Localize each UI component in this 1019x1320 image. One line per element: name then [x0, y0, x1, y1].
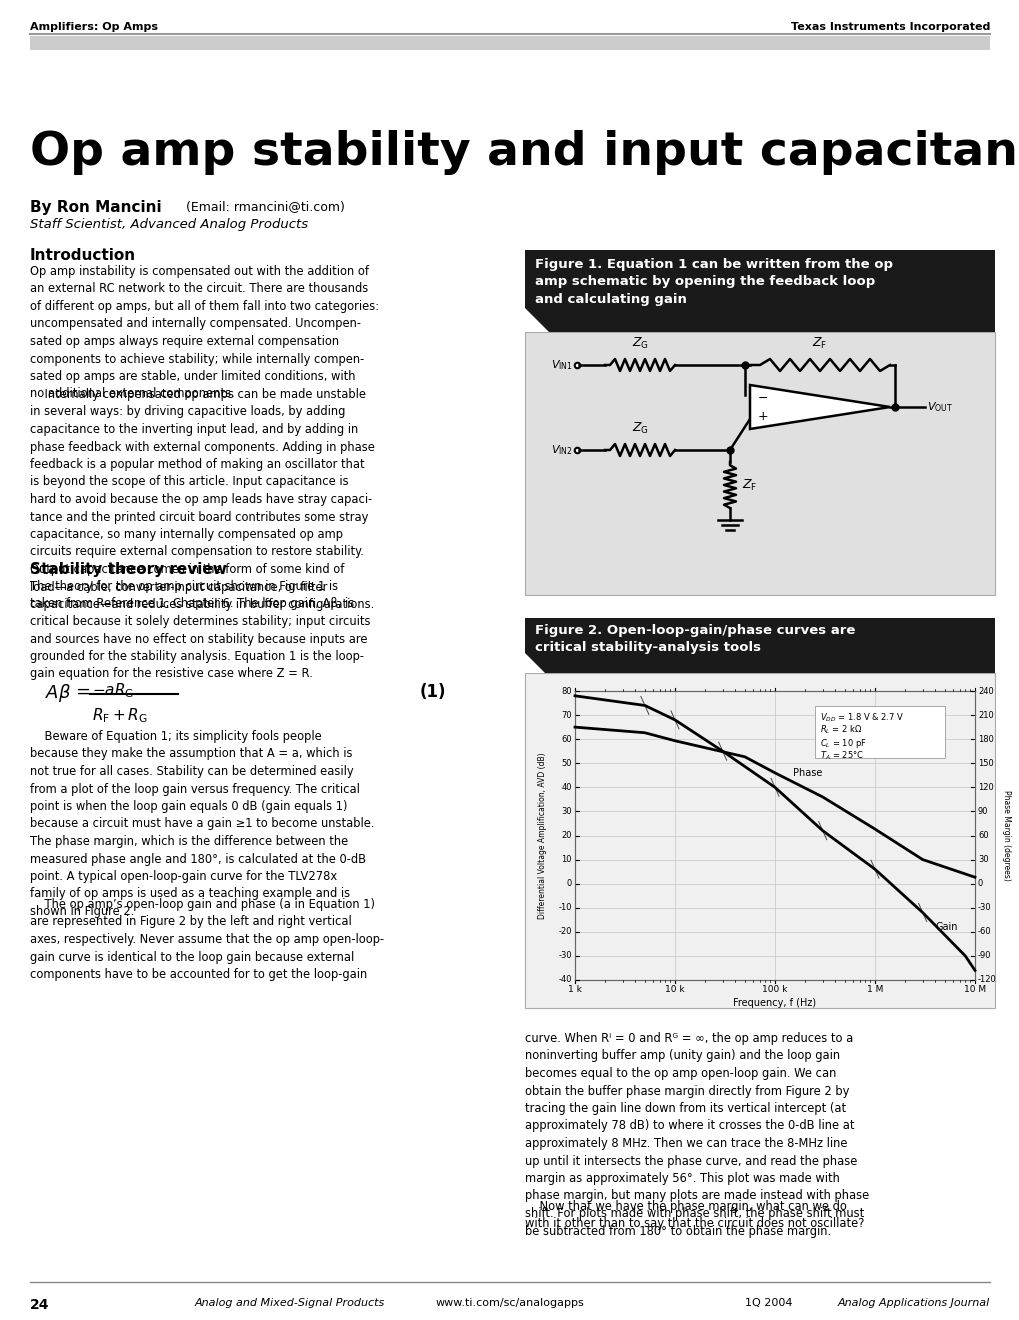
Text: -30: -30 — [977, 903, 990, 912]
Text: Analog and Mixed-Signal Products: Analog and Mixed-Signal Products — [195, 1298, 385, 1308]
Text: -30: -30 — [557, 952, 572, 961]
Text: 240: 240 — [977, 686, 993, 696]
Text: -60: -60 — [977, 928, 990, 936]
Text: The theory for the op amp circuit shown in Figure 1 is
taken from Reference 1, C: The theory for the op amp circuit shown … — [30, 579, 370, 681]
Text: Texas Instruments Incorporated: Texas Instruments Incorporated — [790, 22, 989, 32]
Text: 10 k: 10 k — [664, 985, 684, 994]
Text: 1 k: 1 k — [568, 985, 582, 994]
Text: $C_L$ = 10 pF: $C_L$ = 10 pF — [819, 737, 865, 750]
Text: $T_A$ = 25°C: $T_A$ = 25°C — [819, 750, 863, 763]
Text: (1): (1) — [420, 682, 446, 701]
Text: 30: 30 — [560, 807, 572, 816]
Text: 180: 180 — [977, 735, 993, 743]
Text: -90: -90 — [977, 952, 990, 961]
Text: 10 M: 10 M — [963, 985, 985, 994]
Text: 120: 120 — [977, 783, 993, 792]
Text: Figure 1. Equation 1 can be written from the op
amp schematic by opening the fee: Figure 1. Equation 1 can be written from… — [535, 257, 892, 306]
Text: www.ti.com/sc/analogapps: www.ti.com/sc/analogapps — [435, 1298, 584, 1308]
Bar — [525, 618, 994, 673]
Text: Phase Margin (degrees): Phase Margin (degrees) — [1002, 791, 1011, 880]
Bar — [525, 673, 994, 1008]
Text: $R_L$ = 2 k$\Omega$: $R_L$ = 2 k$\Omega$ — [819, 723, 861, 737]
Text: 70: 70 — [560, 710, 572, 719]
Text: Introduction: Introduction — [30, 248, 136, 263]
Text: Frequency, f (Hz): Frequency, f (Hz) — [733, 998, 816, 1008]
Text: $-$: $-$ — [756, 391, 767, 404]
Bar — [30, 36, 989, 50]
Text: $Z_{\rm G}$: $Z_{\rm G}$ — [631, 335, 648, 351]
Text: 90: 90 — [977, 807, 987, 816]
Text: 60: 60 — [560, 735, 572, 743]
Text: (Email: rmancini@ti.com): (Email: rmancini@ti.com) — [181, 201, 344, 213]
Bar — [525, 249, 994, 333]
Text: $V_{DD}$ = 1.8 V & 2.7 V: $V_{DD}$ = 1.8 V & 2.7 V — [819, 711, 903, 723]
Text: Figure 2. Open-loop-gain/phase curves are
critical stability-analysis tools: Figure 2. Open-loop-gain/phase curves ar… — [535, 624, 855, 655]
Text: 1Q 2004: 1Q 2004 — [744, 1298, 792, 1308]
Text: 24: 24 — [30, 1298, 50, 1312]
Text: 100 k: 100 k — [761, 985, 787, 994]
Text: $-aR_{\rm G}$: $-aR_{\rm G}$ — [92, 681, 133, 700]
Text: 40: 40 — [560, 783, 572, 792]
Text: 30: 30 — [977, 855, 987, 865]
Text: The op amp’s open-loop gain and phase (a in Equation 1)
are represented in Figur: The op amp’s open-loop gain and phase (a… — [30, 898, 384, 981]
Bar — [525, 333, 994, 595]
Text: 20: 20 — [560, 832, 572, 840]
Text: -20: -20 — [558, 928, 572, 936]
Text: Gain: Gain — [934, 921, 957, 932]
Text: Stability theory review: Stability theory review — [30, 562, 226, 577]
Text: curve. When Rⁱ = 0 and Rᴳ = ∞, the op amp reduces to a
noninverting buffer amp (: curve. When Rⁱ = 0 and Rᴳ = ∞, the op am… — [525, 1032, 868, 1238]
Polygon shape — [525, 653, 544, 673]
Text: $A\beta$: $A\beta$ — [45, 682, 71, 704]
Text: $R_{\rm F} + R_{\rm G}$: $R_{\rm F} + R_{\rm G}$ — [92, 706, 148, 725]
Text: Now that we have the phase margin, what can we do
with it other than to say that: Now that we have the phase margin, what … — [525, 1200, 863, 1230]
Text: 50: 50 — [560, 759, 572, 768]
Bar — [814, 706, 944, 758]
Text: 210: 210 — [977, 710, 993, 719]
Polygon shape — [525, 308, 548, 333]
Text: 60: 60 — [977, 832, 987, 840]
Text: Staff Scientist, Advanced Analog Products: Staff Scientist, Advanced Analog Product… — [30, 218, 308, 231]
Text: Beware of Equation 1; its simplicity fools people
because they make the assumpti: Beware of Equation 1; its simplicity foo… — [30, 730, 374, 917]
Text: $V_{\rm IN1}$: $V_{\rm IN1}$ — [550, 358, 573, 372]
Text: -40: -40 — [558, 975, 572, 985]
Polygon shape — [749, 385, 890, 429]
Text: Phase: Phase — [792, 768, 821, 777]
Text: By Ron Mancini: By Ron Mancini — [30, 201, 161, 215]
Text: 10: 10 — [560, 855, 572, 865]
Text: Op amp stability and input capacitance: Op amp stability and input capacitance — [30, 129, 1019, 176]
Text: 1 M: 1 M — [866, 985, 882, 994]
Text: $Z_{\rm F}$: $Z_{\rm F}$ — [811, 335, 826, 351]
Text: 150: 150 — [977, 759, 993, 768]
Text: $Z_{\rm F}$: $Z_{\rm F}$ — [741, 478, 756, 492]
Text: -120: -120 — [977, 975, 996, 985]
Text: Op amp instability is compensated out with the addition of
an external RC networ: Op amp instability is compensated out wi… — [30, 265, 379, 400]
Text: $V_{\rm OUT}$: $V_{\rm OUT}$ — [926, 400, 952, 414]
Text: Internally compensated op amps can be made unstable
in several ways: by driving : Internally compensated op amps can be ma… — [30, 388, 375, 611]
Text: -10: -10 — [558, 903, 572, 912]
Text: $=$: $=$ — [72, 682, 91, 700]
Text: 0: 0 — [977, 879, 982, 888]
Text: 80: 80 — [560, 686, 572, 696]
Text: Amplifiers: Op Amps: Amplifiers: Op Amps — [30, 22, 158, 32]
Text: $V_{\rm IN2}$: $V_{\rm IN2}$ — [550, 444, 573, 457]
Text: $Z_{\rm G}$: $Z_{\rm G}$ — [631, 421, 648, 436]
Text: 0: 0 — [567, 879, 572, 888]
Text: Analog Applications Journal: Analog Applications Journal — [837, 1298, 989, 1308]
Text: $+$: $+$ — [756, 411, 767, 424]
Text: Differential Voltage Amplification, AVD (dB): Differential Voltage Amplification, AVD … — [538, 752, 547, 919]
